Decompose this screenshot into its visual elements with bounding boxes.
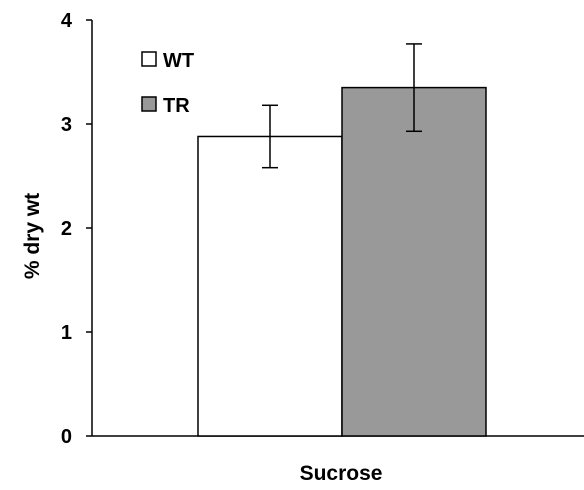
bars <box>197 86 487 437</box>
legend-swatch-wt <box>141 51 157 67</box>
plot-area: 0 1 2 3 4 <box>61 10 584 448</box>
error-bar-tr <box>406 43 422 133</box>
legend-label-tr: TR <box>163 95 190 117</box>
x-axis-title: Sucrose <box>300 462 383 485</box>
error-bars <box>262 43 422 169</box>
y-tick-label: 4 <box>61 10 73 32</box>
y-tick-label: 2 <box>61 218 72 240</box>
y-tick-label: 3 <box>61 114 72 136</box>
error-bar-wt <box>262 104 278 169</box>
y-tick-label: 1 <box>61 322 72 344</box>
bar-tr <box>341 86 487 437</box>
y-tick-label: 0 <box>61 426 72 448</box>
bar-wt <box>197 135 343 437</box>
y-ticks: 0 1 2 3 4 <box>61 10 92 448</box>
legend-label-wt: WT <box>163 50 194 72</box>
legend: WT TR <box>141 50 194 117</box>
legend-swatch-tr <box>141 96 157 112</box>
y-axis-title: % dry wt <box>21 193 44 279</box>
